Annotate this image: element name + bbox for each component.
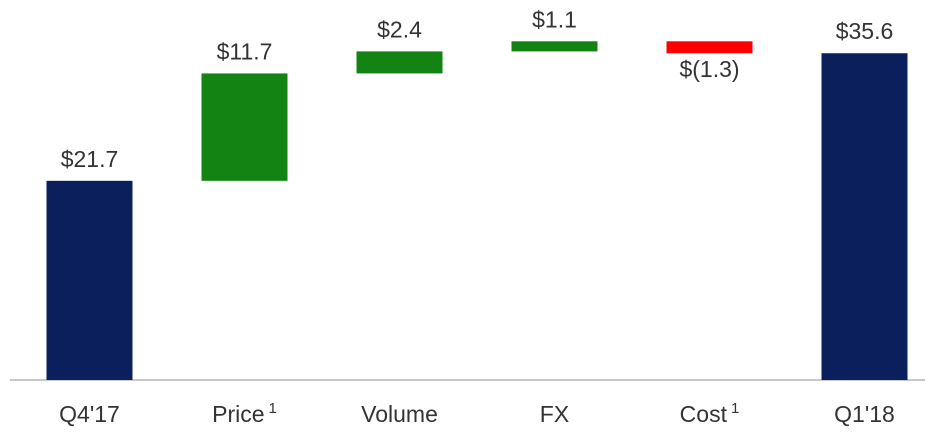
category-name: FX — [540, 401, 569, 427]
x-tick-label: Volume — [361, 401, 438, 427]
category-name: Volume — [361, 401, 438, 427]
value-label: $1.1 — [532, 6, 577, 32]
x-tick-label: Cost 1 — [680, 400, 740, 427]
category-name: Cost — [680, 401, 728, 427]
footnote-mark: 1 — [731, 400, 739, 417]
value-label: $35.6 — [836, 18, 894, 44]
footnote-mark: 1 — [269, 400, 277, 417]
bar — [666, 41, 753, 54]
category-name: Q4'17 — [59, 401, 120, 427]
bar — [821, 53, 908, 380]
value-label: $(1.3) — [679, 56, 739, 82]
x-tick-label: Q4'17 — [59, 401, 120, 427]
category-name: Price — [212, 401, 264, 427]
x-tick-label: Q1'18 — [834, 401, 895, 427]
bar — [511, 41, 598, 52]
bar — [356, 51, 443, 74]
bar — [201, 73, 288, 181]
value-label: $11.7 — [217, 38, 273, 64]
x-tick-label: FX — [540, 401, 569, 427]
value-label: $21.7 — [61, 146, 119, 172]
x-tick-label: Price 1 — [212, 400, 277, 427]
category-name: Q1'18 — [834, 401, 895, 427]
value-label: $2.4 — [377, 16, 422, 42]
bar — [46, 180, 133, 380]
